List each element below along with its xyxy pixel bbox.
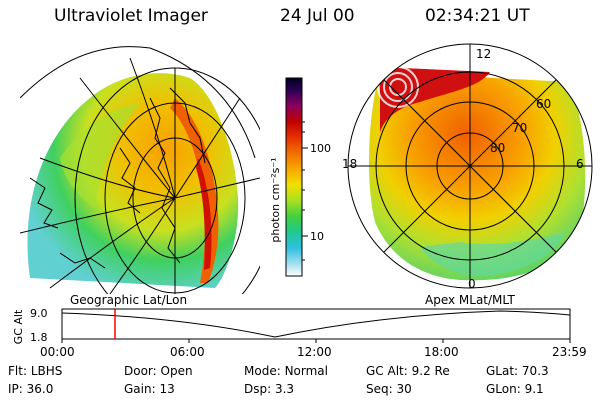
- polar-lat-70: 70: [512, 121, 527, 135]
- geographic-image: [20, 46, 260, 294]
- info-seq: Seq: 30: [366, 382, 412, 396]
- timeline-y-min: 1.8: [30, 331, 48, 344]
- polar-mlt-6: 6: [576, 157, 584, 171]
- timeline-x-0000: 00:00: [40, 345, 75, 359]
- altitude-timeline: GC Alt 9.0 1.8 00:00 06:00 12:00 18:00 2…: [12, 307, 587, 359]
- info-gc-alt: GC Alt: 9.2 Re: [366, 364, 450, 378]
- time-label: 02:34:21 UT: [425, 6, 530, 26]
- timeline-x-1200: 12:00: [297, 345, 332, 359]
- polar-mlt-0: 0: [468, 277, 476, 290]
- info-gain: Gain: 13: [124, 382, 175, 396]
- polar-lat-60: 60: [536, 97, 551, 111]
- colorbar-tick-100: 100: [310, 142, 331, 155]
- timeline-axis-title: GC Alt: [12, 309, 25, 344]
- right-panel-label: Apex MLat/MLT: [425, 293, 515, 307]
- timeline-x-2359: 23:59: [552, 345, 587, 359]
- left-panel-label: Geographic Lat/Lon: [70, 293, 188, 307]
- info-glat: GLat: 70.3: [486, 364, 549, 378]
- timeline-y-max: 9.0: [30, 307, 48, 320]
- info-mode: Mode: Normal: [244, 364, 328, 378]
- polar-image: 12 18 6 0 60 70 80: [342, 43, 593, 290]
- polar-mlt-12: 12: [476, 47, 491, 61]
- info-door: Door: Open: [124, 364, 193, 378]
- polar-mlt-18: 18: [342, 157, 357, 171]
- date-label: 24 Jul 00: [280, 6, 355, 26]
- instrument-title: Ultraviolet Imager: [54, 6, 208, 26]
- info-flt: Flt: LBHS: [8, 364, 63, 378]
- info-ip: IP: 36.0: [8, 382, 54, 396]
- colorbar: 100 10 photon cm⁻²s⁻¹: [269, 77, 331, 277]
- colorbar-tick-10: 10: [310, 230, 324, 243]
- timeline-x-0600: 06:00: [170, 345, 205, 359]
- polar-lat-80: 80: [490, 141, 505, 155]
- timeline-x-1800: 18:00: [424, 345, 459, 359]
- colorbar-unit-label: photon cm⁻²s⁻¹: [269, 157, 282, 242]
- info-glon: GLon: 9.1: [486, 382, 544, 396]
- info-dsp: Dsp: 3.3: [244, 382, 295, 396]
